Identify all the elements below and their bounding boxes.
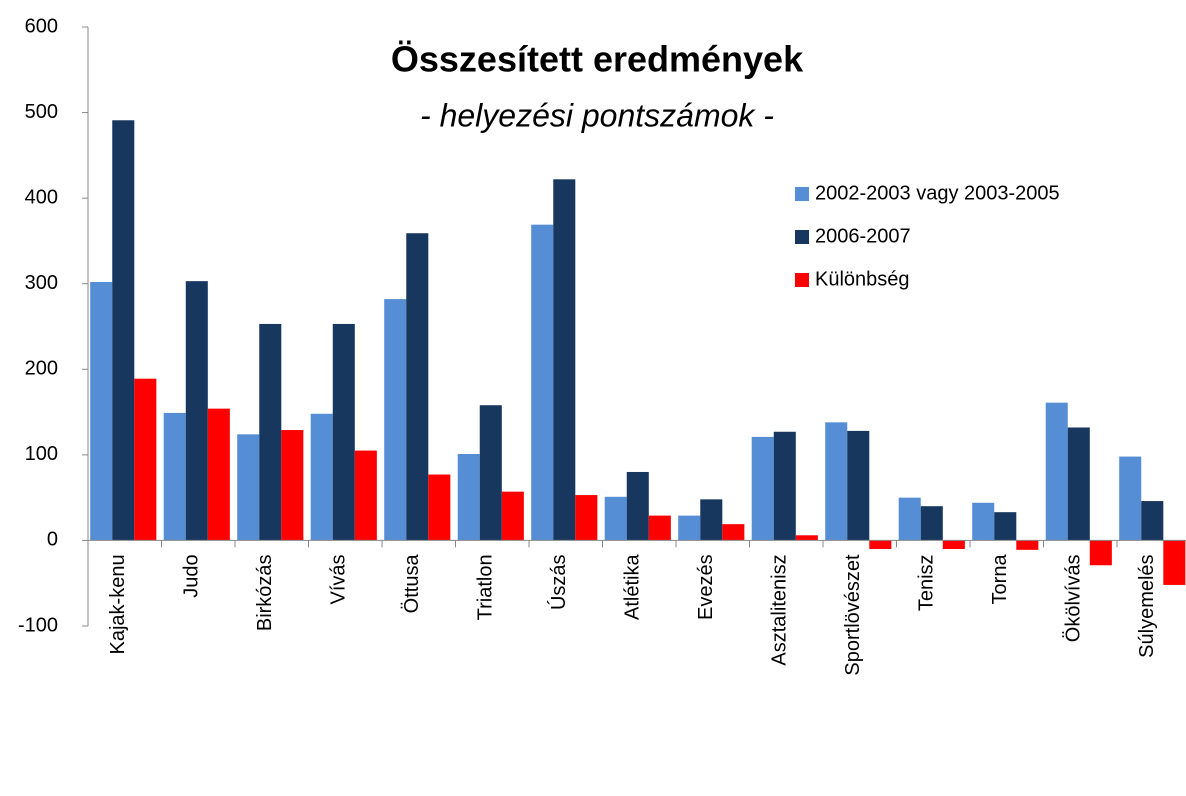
bar (972, 502, 995, 541)
chart-subtitle: - helyezési pontszámok - (420, 97, 774, 133)
bar (773, 431, 796, 541)
bar (406, 233, 429, 541)
legend-label: Különbség (815, 268, 910, 290)
bar (1119, 456, 1142, 541)
bar (722, 524, 745, 541)
x-tick-label: Triatlon (475, 554, 497, 620)
y-tick-label: 100 (25, 443, 58, 465)
y-tick-label: 600 (25, 15, 58, 37)
x-tick-label: Atlétika (622, 554, 644, 620)
bar (237, 434, 260, 541)
y-tick-label: 0 (47, 529, 58, 551)
bar (207, 408, 230, 541)
bar (847, 430, 870, 541)
chart-title: Összesített eredmények (391, 39, 804, 80)
bar (604, 496, 627, 541)
bar (1089, 540, 1112, 566)
bar (501, 491, 524, 541)
bar (869, 540, 892, 549)
y-tick-label: 300 (25, 272, 58, 294)
x-tick-label: Vívás (328, 554, 350, 604)
legend-swatch (795, 230, 809, 244)
bar (898, 497, 921, 541)
legend-label: 2002-2003 vagy 2003-2005 (815, 182, 1060, 204)
y-tick-label: 400 (25, 186, 58, 208)
bar (354, 450, 377, 541)
legend-swatch (795, 187, 809, 201)
bar (1045, 402, 1068, 541)
bar (185, 281, 208, 541)
x-tick-label: Tenisz (916, 554, 938, 611)
bar (678, 515, 701, 541)
x-tick-label: Torna (989, 554, 1011, 605)
bar (384, 299, 407, 541)
bar (310, 413, 333, 541)
bar (825, 422, 848, 541)
x-tick-label: Evezés (695, 554, 717, 620)
bar (531, 224, 554, 541)
bar (700, 499, 723, 541)
y-tick-label: 500 (25, 101, 58, 123)
bar (479, 405, 502, 541)
bar (134, 378, 157, 541)
bar (795, 535, 818, 541)
y-tick-label: 200 (25, 358, 58, 380)
bar (457, 454, 480, 541)
bar (626, 471, 649, 541)
bar (163, 412, 186, 541)
bar (920, 506, 943, 541)
x-tick-label: Ökölvívás (1063, 554, 1085, 642)
bar (1016, 540, 1039, 550)
bar (428, 474, 451, 541)
bar (112, 120, 135, 541)
x-tick-label: Sportlövészet (842, 554, 864, 676)
bar (575, 495, 598, 541)
bar (90, 282, 113, 541)
bar (259, 323, 282, 541)
y-tick-label: -100 (18, 614, 58, 636)
x-tick-label: Birkózás (254, 554, 276, 631)
bar (553, 179, 576, 541)
x-tick-label: Úszás (547, 554, 570, 610)
x-tick-label: Asztalitenisz (769, 554, 791, 665)
bar (751, 436, 774, 541)
bar (994, 512, 1017, 541)
bar (1067, 427, 1090, 541)
bar (281, 430, 304, 541)
x-tick-label: Öttusa (401, 554, 423, 614)
bar (1163, 540, 1186, 585)
legend-label: 2006-2007 (815, 225, 911, 247)
legend-swatch (795, 273, 809, 287)
x-tick-label: Judo (181, 554, 203, 597)
bar (332, 323, 355, 541)
bar (648, 515, 671, 541)
bar (1141, 501, 1164, 541)
x-tick-label: Kajak-kenu (107, 554, 129, 654)
x-tick-label: Súlyemelés (1136, 554, 1158, 657)
bar (942, 540, 965, 549)
